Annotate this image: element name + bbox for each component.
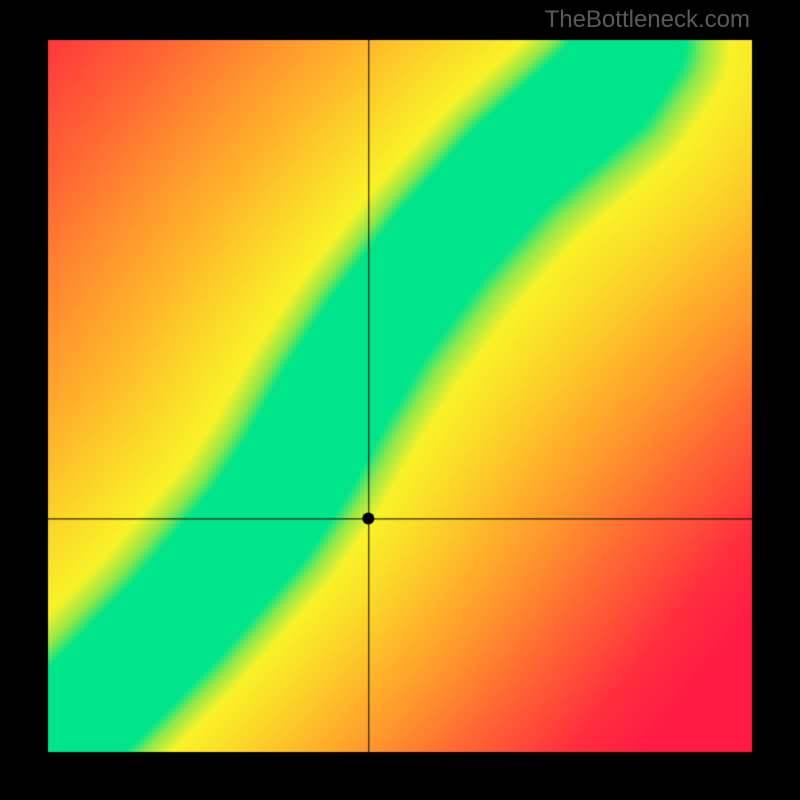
bottleneck-heatmap — [0, 0, 800, 800]
chart-container: { "canvas": { "width": 800, "height": 80… — [0, 0, 800, 800]
